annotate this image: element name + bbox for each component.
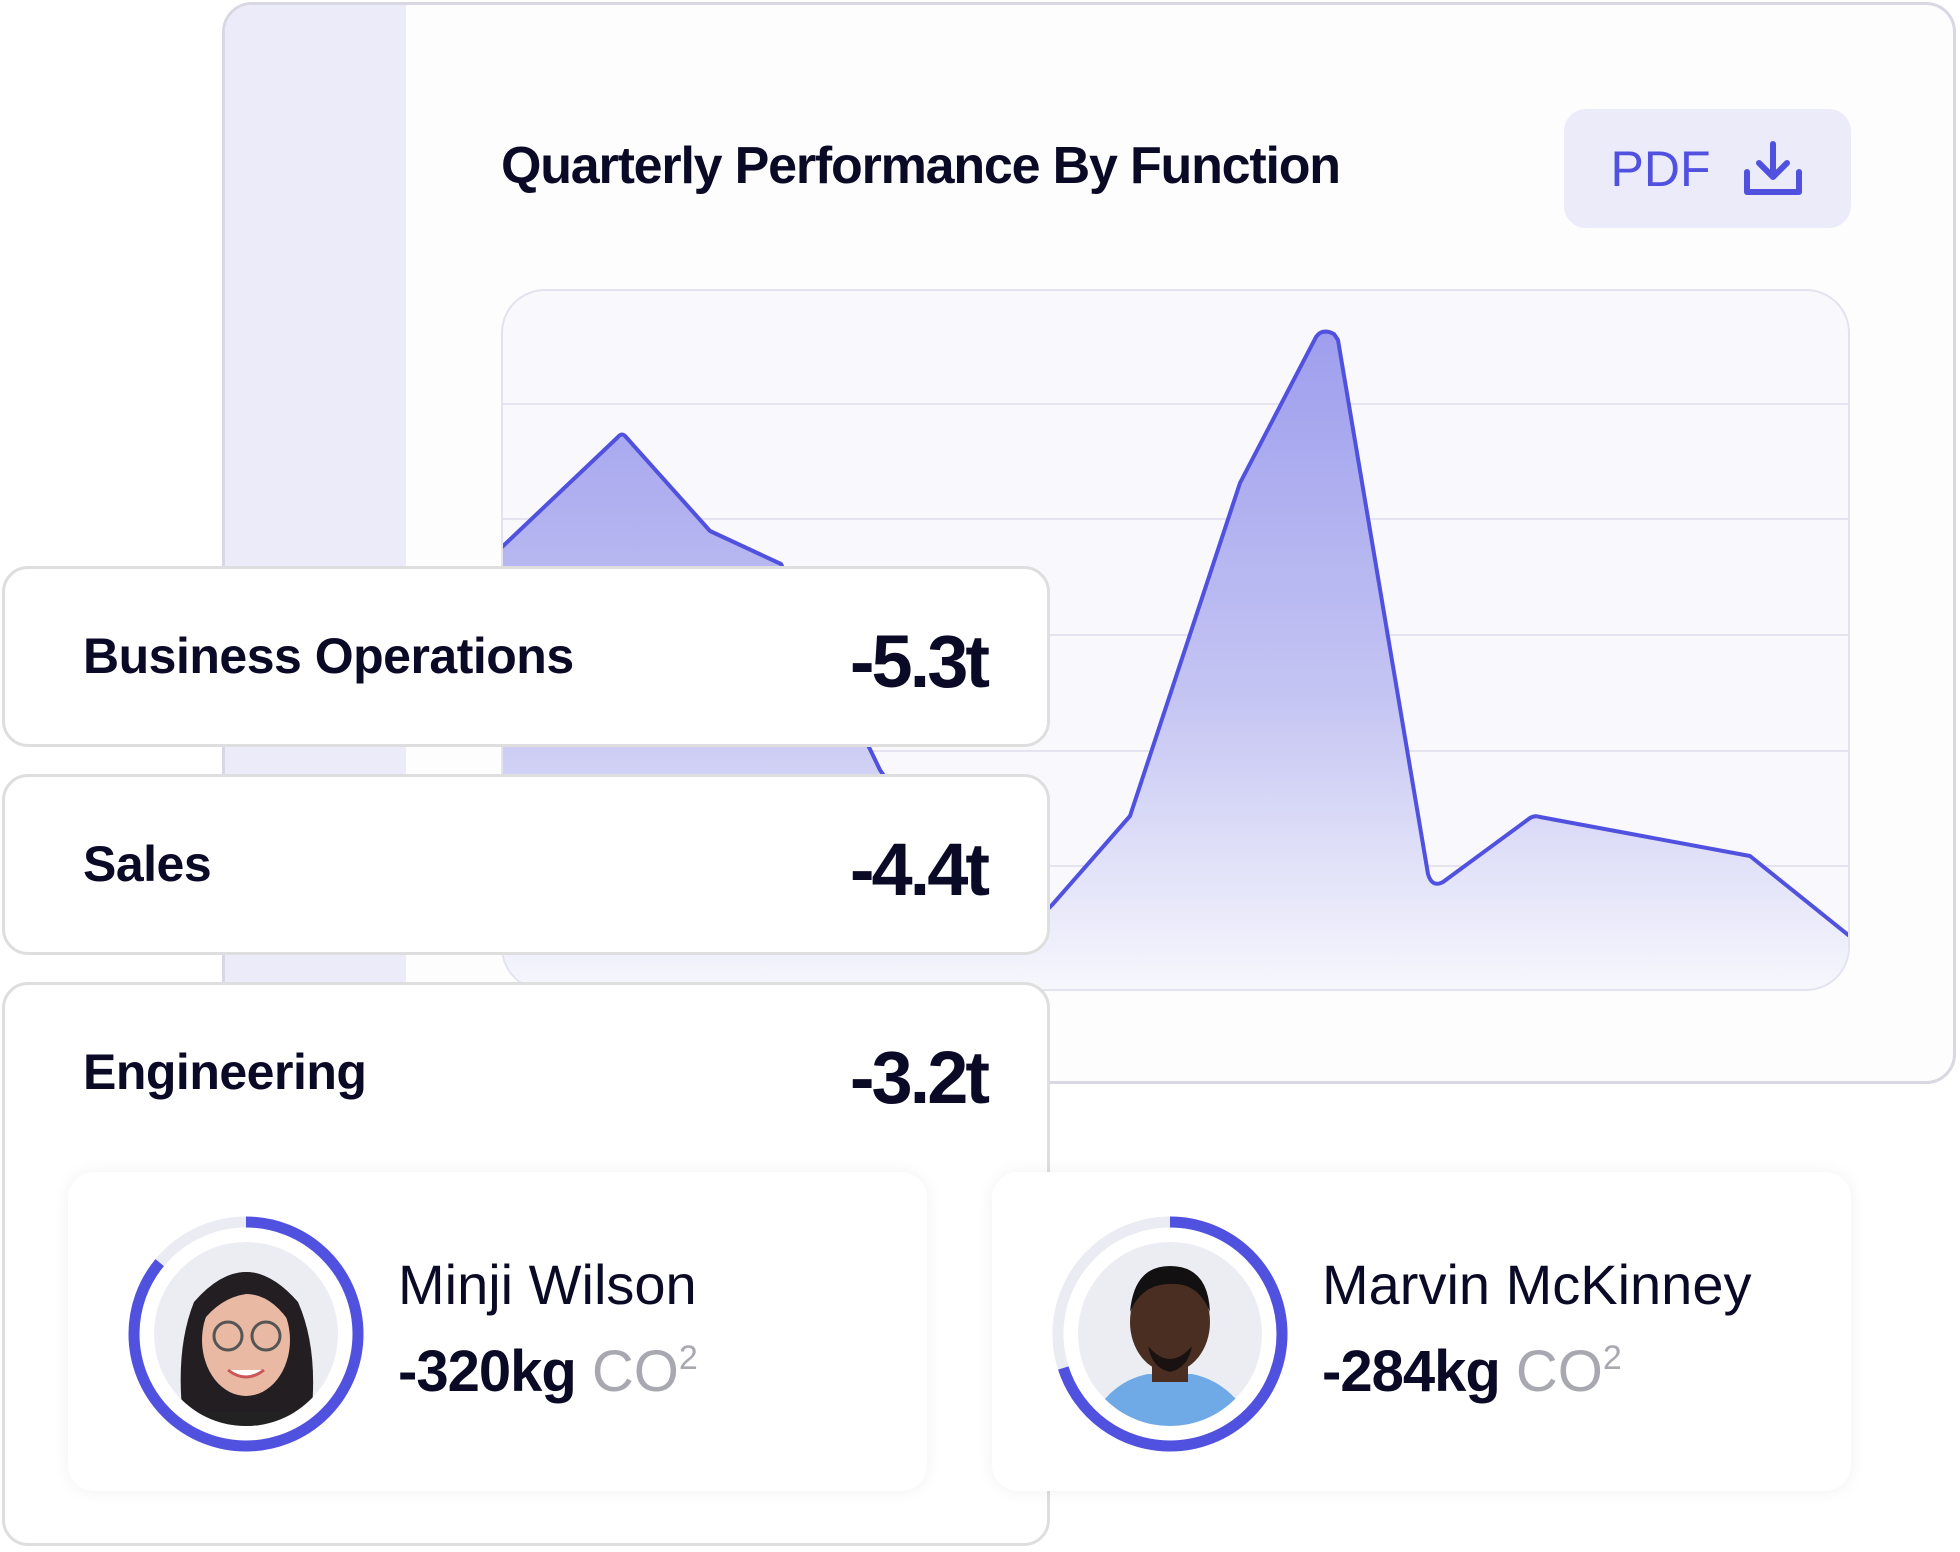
person-name: Marvin McKinney [1322, 1253, 1752, 1316]
function-value: -4.4t [849, 828, 990, 911]
function-name: Business Operations [83, 628, 574, 684]
person-co2: -320kg CO2 [398, 1339, 698, 1404]
function-value: -3.2t [849, 1036, 990, 1119]
download-icon [1743, 140, 1802, 195]
person-card-minji-wilson[interactable]: Minji Wilson -320kg CO2 [68, 1172, 927, 1491]
person-name: Minji Wilson [398, 1253, 697, 1316]
page-title: Quarterly Performance By Function [501, 137, 1341, 195]
function-value: -5.3t [849, 620, 990, 703]
avatar [154, 1242, 338, 1426]
person-card-marvin-mckinney[interactable]: Marvin McKinney -284kg CO2 [992, 1172, 1851, 1491]
area-line [503, 329, 1848, 951]
progress-ring [1052, 1216, 1288, 1452]
pdf-button-label: PDF [1610, 140, 1711, 197]
function-row-sales[interactable]: Sales -4.4t [2, 774, 1050, 955]
function-name: Engineering [83, 1044, 367, 1100]
avatar [1078, 1242, 1262, 1426]
function-row-business-operations[interactable]: Business Operations -5.3t [2, 566, 1050, 747]
function-name: Sales [83, 836, 212, 892]
progress-ring [128, 1216, 364, 1452]
person-co2: -284kg CO2 [1322, 1339, 1622, 1404]
pdf-download-button[interactable]: PDF [1564, 109, 1851, 228]
